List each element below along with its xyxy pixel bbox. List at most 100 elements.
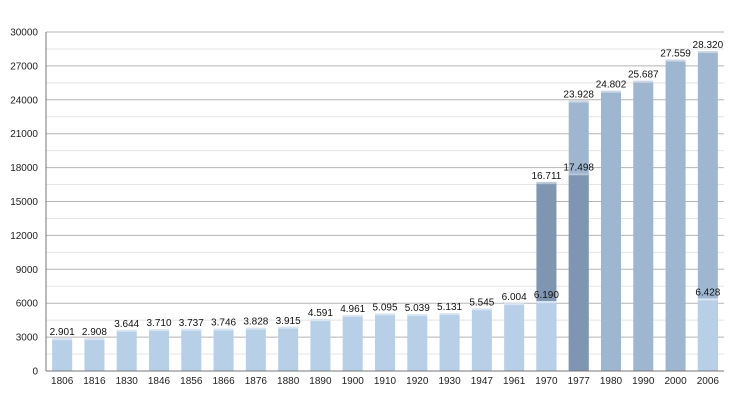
bar-highlight [52,338,73,341]
bar-highlight [181,328,202,331]
data-label: 2.908 [82,327,107,338]
bar [407,314,428,371]
x-tick-label: 2000 [664,376,687,387]
bar [84,338,105,371]
bar-highlight [568,173,589,176]
y-tick-label: 6000 [16,299,39,310]
data-label: 5.095 [372,302,397,313]
data-label: 25.687 [628,70,659,81]
x-tick-label: 1961 [503,376,526,387]
bar-highlight [536,182,557,185]
bar-highlight [84,338,105,341]
data-label: 23.928 [563,90,594,101]
x-axis-ticks: 1806 1816 1830 1846 1856 1866 1876 1880 1890 1900… [51,376,719,387]
data-label: 3.746 [211,318,236,329]
y-tick-label: 3000 [16,333,39,344]
bar [213,328,234,371]
data-label: 6.190 [534,290,559,301]
data-label: 4.591 [308,308,333,319]
x-tick-label: 1806 [51,376,74,387]
data-label: 6.428 [695,287,720,298]
bar [536,301,557,371]
data-label: 3.828 [243,317,268,328]
bar-highlight [342,314,363,317]
y-tick-label: 0 [32,367,38,378]
bars [52,50,718,372]
y-tick-label: 27000 [10,61,38,72]
bar [568,173,589,371]
bar-highlight [439,313,460,316]
data-label: 27.559 [660,49,691,60]
bar [439,313,460,371]
bar [310,319,331,371]
y-tick-label: 12000 [10,231,38,242]
data-label: 17.498 [563,162,594,173]
data-label: 3.644 [114,319,139,330]
bar [148,329,170,371]
bar-highlight [471,308,492,311]
data-label: 28.320 [693,40,724,51]
bar-highlight [310,319,331,322]
bar-highlight [374,313,396,316]
bar [52,338,73,371]
bar [342,314,363,371]
y-tick-label: 30000 [10,28,38,39]
bar-highlight [278,326,299,329]
x-tick-label: 1920 [406,376,429,387]
y-axis-ticks: 0 3000 6000 9000 12000 15000 18000 21000 24000 27… [10,28,38,378]
bar [471,308,492,371]
bar [633,80,654,371]
bar [116,329,137,371]
y-tick-label: 21000 [10,129,38,140]
data-label: 5.545 [469,297,494,308]
bar-highlight [245,327,266,330]
y-tick-label: 18000 [10,163,38,174]
x-tick-label: 2006 [697,376,720,387]
x-tick-label: 1990 [632,376,655,387]
data-label: 5.039 [405,303,430,314]
bar-highlight [600,90,622,93]
bar-highlight [697,50,718,53]
x-tick-label: 1977 [568,376,591,387]
bar [665,59,686,371]
bar-highlight [568,100,589,103]
x-tick-label: 1846 [148,376,171,387]
data-label: 6.004 [502,292,527,303]
x-tick-label: 1880 [277,376,300,387]
data-labels: 2.901 2.908 3.644 3.710 3.737 3.746 3.828 3.915… [50,40,724,338]
x-tick-label: 1876 [245,376,268,387]
bar [278,326,299,371]
x-tick-label: 1910 [374,376,397,387]
x-tick-label: 1970 [535,376,558,387]
x-tick-label: 1856 [180,376,203,387]
bar [504,303,525,371]
data-label: 16.711 [532,171,562,182]
x-tick-label: 1866 [212,376,235,387]
x-tick-label: 1900 [342,376,365,387]
bar [697,50,718,371]
bar-highlight [213,328,234,331]
bar-highlight [697,298,718,301]
bar [181,328,202,371]
bar-highlight [148,329,170,332]
bar [600,90,622,371]
x-tick-label: 1830 [116,376,139,387]
data-label: 4.961 [340,304,365,315]
data-label: 5.131 [437,302,462,313]
data-label: 3.737 [179,318,204,329]
y-tick-label: 15000 [10,197,38,208]
data-label: 24.802 [596,80,627,91]
y-tick-label: 24000 [10,95,38,106]
bar-highlight [116,329,137,332]
x-tick-label: 1890 [309,376,332,387]
bar-highlight [536,301,557,304]
bar-highlight [407,314,428,317]
x-tick-label: 1816 [83,376,106,387]
x-tick-label: 1947 [471,376,494,387]
data-label: 3.710 [146,318,171,329]
bar [374,313,396,371]
y-tick-label: 9000 [16,265,39,276]
data-label: 3.915 [276,316,301,327]
bar-highlight [504,303,525,306]
